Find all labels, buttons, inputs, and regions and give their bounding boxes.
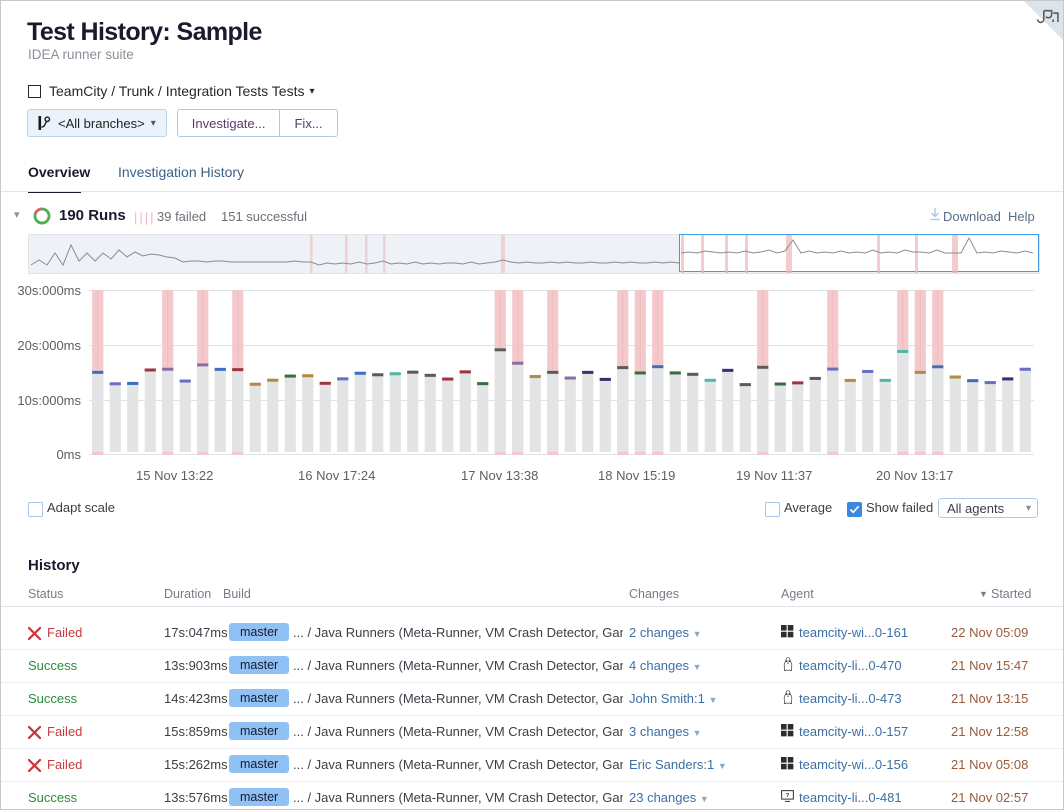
svg-text:?: ?: [786, 793, 790, 799]
